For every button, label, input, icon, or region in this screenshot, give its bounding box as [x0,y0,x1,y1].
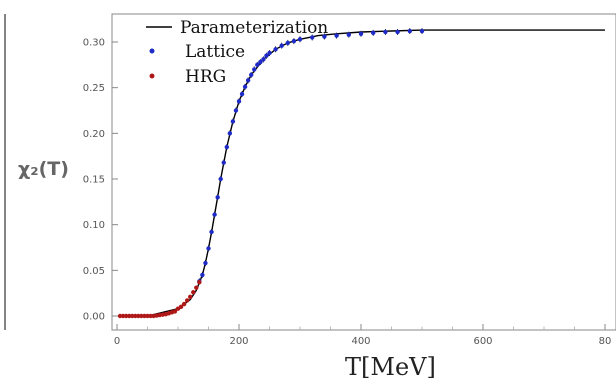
lattice-point [215,195,220,200]
lattice-point [334,33,339,38]
lattice-point [249,72,254,78]
lattice-point [273,47,278,52]
hrg-point [123,313,129,319]
hrg-point [142,313,147,319]
lattice-point [218,176,223,182]
lattice-point [227,131,233,136]
lattice-point [407,28,412,34]
legend: Parameterization Lattice HRG [146,18,328,87]
lattice-point [297,37,303,42]
series-layer [117,28,605,319]
hrg-point [130,313,135,319]
hrg-point [136,313,141,319]
lattice-point [383,29,388,35]
hrg-point [127,313,132,319]
hrg-point [178,304,184,310]
lattice-point [252,67,257,72]
y-tick-label: 0.20 [83,129,105,140]
lattice-point [419,28,425,34]
legend-marker-lattice [149,48,155,54]
lattice-point [371,30,376,36]
ticks [112,41,606,330]
plot-frame [111,13,616,331]
lattice-point [285,40,290,46]
hrg-point [172,309,178,314]
lattice-point [209,229,214,235]
x-tick-label: 400 [351,336,370,347]
lattice-point [267,50,272,56]
x-tick-label: 80 [599,336,612,347]
y-tick-label: 0.25 [83,83,105,94]
lattice-point [236,99,242,104]
lattice-point [291,38,297,44]
hrg-point [181,301,187,307]
legend-label-hrg: HRG [185,67,226,87]
lattice-point [258,59,263,65]
hrg-point [120,313,126,319]
hrg-point [184,298,190,303]
y-tick-label: 0.05 [83,266,105,277]
y-tick-label: 0.00 [83,312,105,323]
legend-label-parameterization: Parameterization [180,18,328,38]
hrg-point [194,285,199,290]
hrg-point [197,280,202,285]
lattice-point [212,212,217,217]
x-tick-label: 600 [473,336,492,347]
lattice-point [346,32,351,37]
hrg-point [133,313,138,319]
lattice-point [310,35,315,40]
hrg-point [145,313,150,319]
hrg-point [139,313,144,319]
legend-marker-hrg [149,73,155,79]
lattice-point [242,84,248,89]
lattice-point [322,34,327,39]
y-tick-label: 0.10 [83,220,105,231]
y-tick-labels: 0.00 0.05 0.10 0.15 0.20 0.25 0.30 [83,38,105,323]
lattice-point [206,246,211,251]
lattice-point [245,78,251,83]
x-tick-label: 0 [114,336,120,347]
y-axis-label: χ₂(T) [18,158,69,180]
hrg-point [191,290,196,295]
lattice-point [230,119,236,124]
x-axis-label: T[MeV] [345,353,436,381]
lattice-point [264,53,269,58]
hrg-point [148,313,153,319]
lattice-point [221,160,226,165]
lattice-point [233,108,239,113]
lattice-point [358,31,364,36]
lattice-point [395,29,400,35]
x-tick-labels: 0 200 400 600 80 [114,336,612,347]
hrg-point [188,294,193,300]
lattice-point [239,91,245,97]
lattice-point [279,43,284,48]
x-tick-label: 200 [229,336,248,347]
legend-label-lattice: Lattice [185,42,245,62]
lattice-point [255,62,260,68]
hrg-point [117,313,123,319]
y-tick-label: 0.30 [83,38,105,49]
lattice-point [200,272,205,278]
y-tick-label: 0.15 [83,175,105,186]
lattice-point [203,260,208,266]
lattice-point [224,144,229,150]
lattice-point [261,57,266,62]
